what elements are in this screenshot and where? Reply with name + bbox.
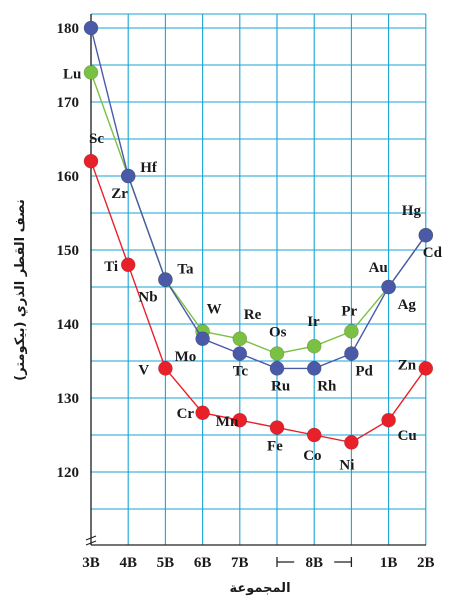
point-label: Co xyxy=(303,448,321,464)
point-label: Cd xyxy=(423,245,443,261)
series-2 xyxy=(83,20,434,376)
data-point xyxy=(269,346,285,361)
data-point xyxy=(195,331,210,347)
y-tick-label: 170 xyxy=(57,95,80,111)
point-label: Fe xyxy=(267,439,283,455)
point-label: W xyxy=(207,301,222,317)
x-tick-label: 4B xyxy=(119,555,137,571)
point-label: Zn xyxy=(398,357,417,373)
point-label: Ni xyxy=(339,457,354,473)
y-tick-labels: 120 130 140 150 160 170 180 xyxy=(57,21,80,481)
x-tick-label: 3B xyxy=(82,555,100,571)
data-point xyxy=(306,338,322,354)
point-label: Pr xyxy=(341,303,357,319)
point-label: Mn xyxy=(216,414,239,430)
group-8b-bracket xyxy=(276,557,353,567)
data-point xyxy=(83,153,99,169)
data-point xyxy=(120,168,136,184)
series-0 xyxy=(83,153,434,450)
y-axis-title: نصف القطر الذري (بيكومتر) xyxy=(13,199,28,381)
point-label: Os xyxy=(269,325,287,341)
point-label: Lu xyxy=(63,66,81,82)
data-point xyxy=(344,435,359,450)
x-tick-labels: 3B 4B 5B 6B 7B 8B 1B 2B xyxy=(82,555,434,571)
y-tick-label: 150 xyxy=(57,243,80,259)
data-point xyxy=(158,361,173,376)
y-tick-label: 120 xyxy=(57,465,80,481)
point-label: Hg xyxy=(402,203,422,219)
point-label: Nb xyxy=(138,290,157,306)
point-label: Cu xyxy=(398,428,417,444)
data-point xyxy=(269,361,285,376)
x-tick-label: 6B xyxy=(194,555,212,571)
point-labels: Sc Ti V Cr Mn Fe Co Ni Cu Zn Lu Hf Ta W Re Os Ir Pr Au Hg Zr… xyxy=(63,66,443,473)
y-tick-label: 180 xyxy=(57,21,80,37)
point-label: Ti xyxy=(104,259,118,275)
point-label: Ta xyxy=(177,262,194,278)
point-label: Ir xyxy=(307,314,320,330)
point-label: Pd xyxy=(355,364,373,380)
data-point xyxy=(158,272,173,287)
data-point xyxy=(232,346,248,361)
point-label: Ag xyxy=(398,297,417,313)
series-line xyxy=(90,160,427,444)
point-label: Cr xyxy=(177,406,195,422)
point-label: Rh xyxy=(317,378,337,394)
grid xyxy=(90,13,427,545)
data-point xyxy=(232,331,248,347)
data-point xyxy=(344,346,359,361)
point-label: Tc xyxy=(233,364,249,380)
y-tick-label: 160 xyxy=(57,169,80,185)
x-tick-label: 8B xyxy=(305,555,323,571)
point-label: Au xyxy=(369,260,388,276)
point-label: Hf xyxy=(140,160,158,176)
axis-break-stroke xyxy=(85,535,97,541)
data-point xyxy=(232,412,248,428)
point-label: Mo xyxy=(175,349,197,365)
x-axis-title: المجموعة xyxy=(229,581,290,596)
data-point xyxy=(381,412,396,428)
y-tick-label: 140 xyxy=(57,317,80,333)
point-label: Re xyxy=(244,307,262,323)
x-tick-label: 1B xyxy=(380,555,398,571)
data-point xyxy=(418,361,434,376)
point-label: Ru xyxy=(271,378,290,394)
axis-break-stroke xyxy=(85,540,97,546)
data-point xyxy=(83,65,99,80)
data-point xyxy=(381,279,396,295)
data-point xyxy=(344,324,359,339)
data-point xyxy=(195,405,210,421)
axes xyxy=(85,14,426,546)
axis-break-mark xyxy=(85,535,97,546)
data-point xyxy=(418,227,434,243)
data-point xyxy=(269,420,285,435)
data-point xyxy=(306,361,322,376)
x-tick-label: 7B xyxy=(231,555,249,571)
series-line xyxy=(90,27,427,370)
series-group xyxy=(83,20,434,450)
point-label: V xyxy=(138,362,149,378)
data-point xyxy=(120,257,136,273)
point-label: Sc xyxy=(89,131,104,147)
y-tick-label: 130 xyxy=(57,391,80,407)
x-tick-label: 2B xyxy=(417,555,435,571)
point-label: Zr xyxy=(111,186,128,202)
x-tick-label: 5B xyxy=(157,555,175,571)
data-point xyxy=(306,427,322,443)
data-point xyxy=(83,20,99,36)
